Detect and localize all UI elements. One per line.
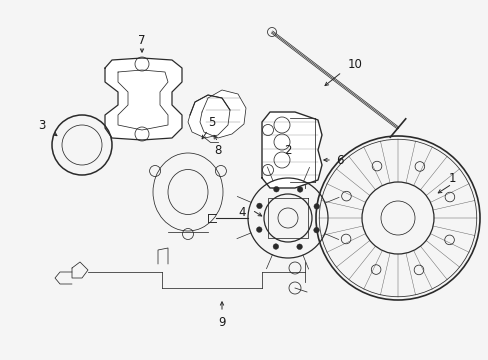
Circle shape <box>256 203 262 209</box>
Text: 7: 7 <box>138 33 145 46</box>
Text: 8: 8 <box>214 144 221 157</box>
Text: 3: 3 <box>38 118 45 131</box>
Text: 1: 1 <box>447 171 455 185</box>
Circle shape <box>256 227 262 233</box>
Polygon shape <box>200 90 245 138</box>
Circle shape <box>313 227 319 233</box>
Circle shape <box>313 204 319 209</box>
Text: 10: 10 <box>347 58 362 72</box>
Circle shape <box>296 244 302 249</box>
Polygon shape <box>187 95 229 138</box>
Polygon shape <box>262 112 321 188</box>
Circle shape <box>273 186 279 192</box>
Text: 2: 2 <box>284 144 291 157</box>
Text: 5: 5 <box>208 116 215 129</box>
Circle shape <box>297 187 302 192</box>
Circle shape <box>272 244 278 249</box>
Text: 6: 6 <box>336 153 343 166</box>
Text: 9: 9 <box>218 315 225 328</box>
Text: 4: 4 <box>238 206 245 219</box>
Polygon shape <box>105 58 182 140</box>
